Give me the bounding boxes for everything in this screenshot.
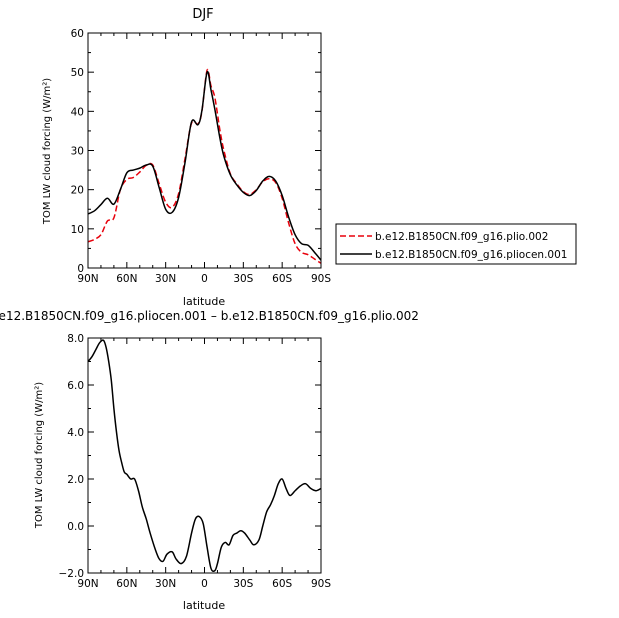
top-x-axis-label: latitude <box>183 295 225 308</box>
legend: b.e12.B1850CN.f09_g16.plio.002 b.e12.B18… <box>335 223 577 265</box>
bottom-y-tick-label: 2.0 <box>67 474 84 486</box>
top-y-tick-label: 20 <box>71 185 84 197</box>
bottom-y-tick-label: 4.0 <box>67 427 84 439</box>
bottom-series-line-0 <box>87 339 322 573</box>
bottom-axis-group: 90N 60N 30N 0 30S 60S 90S −2.0 0.0 2.0 4.0 6.0 8.0 <box>59 333 332 590</box>
bottom-x-tick-label: 90N <box>77 578 98 590</box>
top-x-tick-label: 30S <box>233 273 253 285</box>
bottom-x-tick-label: 90S <box>311 578 331 590</box>
top-series-line-0 <box>87 68 322 264</box>
bottom-x-tick-label: 30S <box>233 578 253 590</box>
legend-label-plio: b.e12.B1850CN.f09_g16.plio.002 <box>375 231 548 243</box>
legend-label-pliocen: b.e12.B1850CN.f09_g16.pliocen.001 <box>375 249 567 261</box>
bottom-x-tick-label: 30N <box>155 578 176 590</box>
top-y-tick-label: 60 <box>71 28 84 40</box>
top-plot-frame <box>87 32 322 269</box>
top-x-tick-label: 0 <box>201 273 208 285</box>
bottom-y-tick-label: 6.0 <box>67 380 84 392</box>
top-x-tick-label: 60S <box>272 273 292 285</box>
bottom-x-tick-label: 0 <box>201 578 208 590</box>
top-x-tick-label: 90S <box>311 273 331 285</box>
top-x-tick-label: 60N <box>116 273 137 285</box>
top-chart-title: DJF <box>192 7 213 22</box>
bottom-plot-frame <box>87 337 322 574</box>
top-panel: DJF TOM LW cloud forcing (W/m²) latitude… <box>42 7 331 308</box>
top-series-group <box>87 68 322 264</box>
bottom-panel: b.e12.B1850CN.f09_g16.pliocen.001 – b.e1… <box>0 309 419 612</box>
bottom-x-tick-label: 60S <box>272 578 292 590</box>
top-y-tick-label: 0 <box>77 263 84 275</box>
bottom-series-group <box>87 339 322 573</box>
bottom-y-axis-label: TOM LW cloud forcing (W/m²) <box>34 382 45 529</box>
bottom-chart-title: b.e12.B1850CN.f09_g16.pliocen.001 – b.e1… <box>0 309 419 323</box>
top-y-tick-label: 30 <box>71 146 84 158</box>
top-axis-group: 90N 60N 30N 0 30S 60S 90S 0 10 20 30 40 50 60 <box>71 28 332 285</box>
bottom-y-tick-label: −2.0 <box>59 568 85 580</box>
legend-box <box>335 223 577 265</box>
bottom-y-tick-label: 8.0 <box>67 333 84 345</box>
top-y-tick-label: 40 <box>71 106 84 118</box>
top-y-axis-label: TOM LW cloud forcing (W/m²) <box>42 78 53 225</box>
top-series-line-1 <box>87 70 322 261</box>
bottom-y-tick-label: 0.0 <box>67 521 84 533</box>
bottom-x-tick-label: 60N <box>116 578 137 590</box>
top-x-tick-label: 30N <box>155 273 176 285</box>
bottom-x-axis-label: latitude <box>183 599 225 612</box>
top-y-tick-label: 10 <box>71 224 84 236</box>
top-x-tick-label: 90N <box>77 273 98 285</box>
top-y-tick-label: 50 <box>71 67 84 79</box>
